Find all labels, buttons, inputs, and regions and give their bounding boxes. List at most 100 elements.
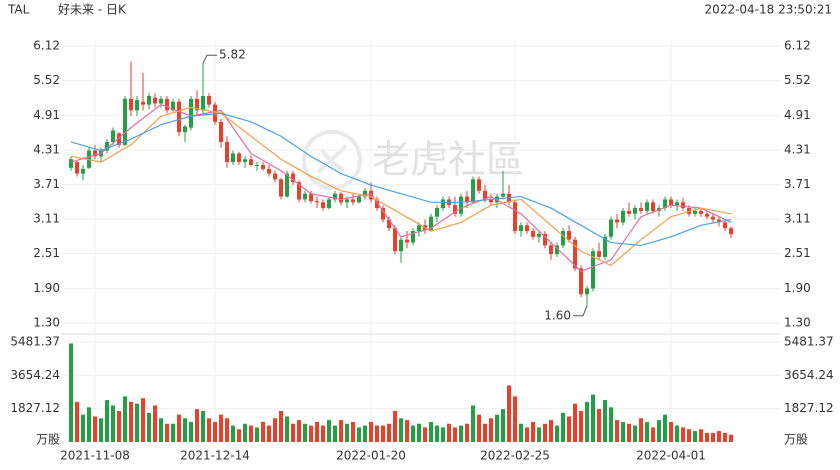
y-tick-label: 1.90 [33,281,60,295]
volume-bar [357,427,361,442]
volume-bar [387,423,391,442]
volume-bar [237,429,241,442]
volume-bar [423,427,427,442]
volume-bar [699,429,703,442]
volume-bar [207,418,211,442]
candle-body [387,219,391,229]
volume-bar [681,427,685,442]
candle-body [675,202,679,206]
volume-bar [693,431,697,442]
volume-bar [687,429,691,442]
x-tick-label: 2021-12-14 [180,449,250,463]
candle-body [285,173,289,197]
candle-body [129,98,133,111]
volume-bar [351,421,355,442]
volume-bar [345,423,349,442]
volume-bar [417,423,421,442]
candle-body [171,101,175,111]
candle-body [651,202,655,211]
candle-body [645,202,649,211]
volume-bar [585,401,589,442]
candle-body [195,98,199,111]
candle-body [585,288,589,295]
candle-body [489,199,493,203]
x-tick-label: 2022-02-25 [480,449,550,463]
volume-bar [81,414,85,442]
volume-tick-label-right: 1827.12 [784,401,834,415]
volume-bar [87,407,91,442]
volume-bar [171,423,175,442]
candle-body [555,245,559,255]
volume-bar [573,403,577,442]
volume-bar [567,416,571,442]
volume-bar [93,416,97,442]
volume-bar [531,421,535,442]
volume-bar [69,343,73,442]
candle-body [159,98,163,104]
volume-bar [441,427,445,442]
candle-body [579,268,583,295]
candle-body [327,199,331,209]
x-tick-label: 2022-01-20 [336,449,406,463]
volume-bar [711,432,715,442]
candle-body [669,199,673,206]
volume-bar [429,421,433,442]
volume-bar [75,401,79,442]
volume-bar [447,423,451,442]
volume-bar [159,418,163,442]
candle-body [177,101,181,133]
volume-bar [225,418,229,442]
volume-bar [261,421,265,442]
volume-bar [621,421,625,442]
timestamp: 2022-04-18 23:50:21 [705,3,832,17]
y-tick-label: 2.51 [33,246,60,260]
candle-body [237,153,241,163]
volume-bar [321,425,325,442]
candle-body [597,251,601,257]
y-tick-label-right: 4.31 [784,143,811,157]
candle-body [369,190,373,200]
candle-body [615,219,619,223]
volume-tick-label-right: 3654.24 [784,368,834,382]
volume-bar [291,423,295,442]
extreme-leader [573,305,588,317]
volume-bar [669,421,673,442]
volume-bar [465,423,469,442]
volume-bar [123,396,127,442]
candle-body [393,228,397,252]
candle-body [627,210,631,214]
candle-body [501,193,505,197]
y-tick-label-right: 4.91 [784,108,811,122]
candle-body [153,97,157,104]
volume-bar [561,412,565,442]
candle-body [225,141,229,163]
candle-body [417,225,421,232]
volume-bar [141,398,145,442]
candle-body [573,239,577,269]
volume-bar [393,410,397,442]
candle-body [633,208,637,214]
volume-unit-right: 万股 [784,433,808,447]
candle-body [333,193,337,200]
symbol: TAL [7,3,30,17]
volume-unit: 万股 [36,433,60,447]
candle-body [363,190,367,197]
y-tick-label-right: 6.12 [784,39,811,53]
volume-tick-label-right: 5481.37 [784,335,834,349]
volume-bar [315,421,319,442]
y-tick-label: 3.71 [33,177,60,191]
candle-body [117,133,121,145]
candle-body [291,173,295,183]
volume-bar [525,427,529,442]
candle-body [513,202,517,232]
volume-bar [147,412,151,442]
volume-bar [297,420,301,442]
extreme-label: 1.60 [544,308,571,322]
volume-bar [435,425,439,442]
volume-bar [705,432,709,442]
candle-body [303,193,307,200]
volume-bar [369,421,373,442]
candle-body [123,98,127,145]
candle-body [261,164,265,169]
